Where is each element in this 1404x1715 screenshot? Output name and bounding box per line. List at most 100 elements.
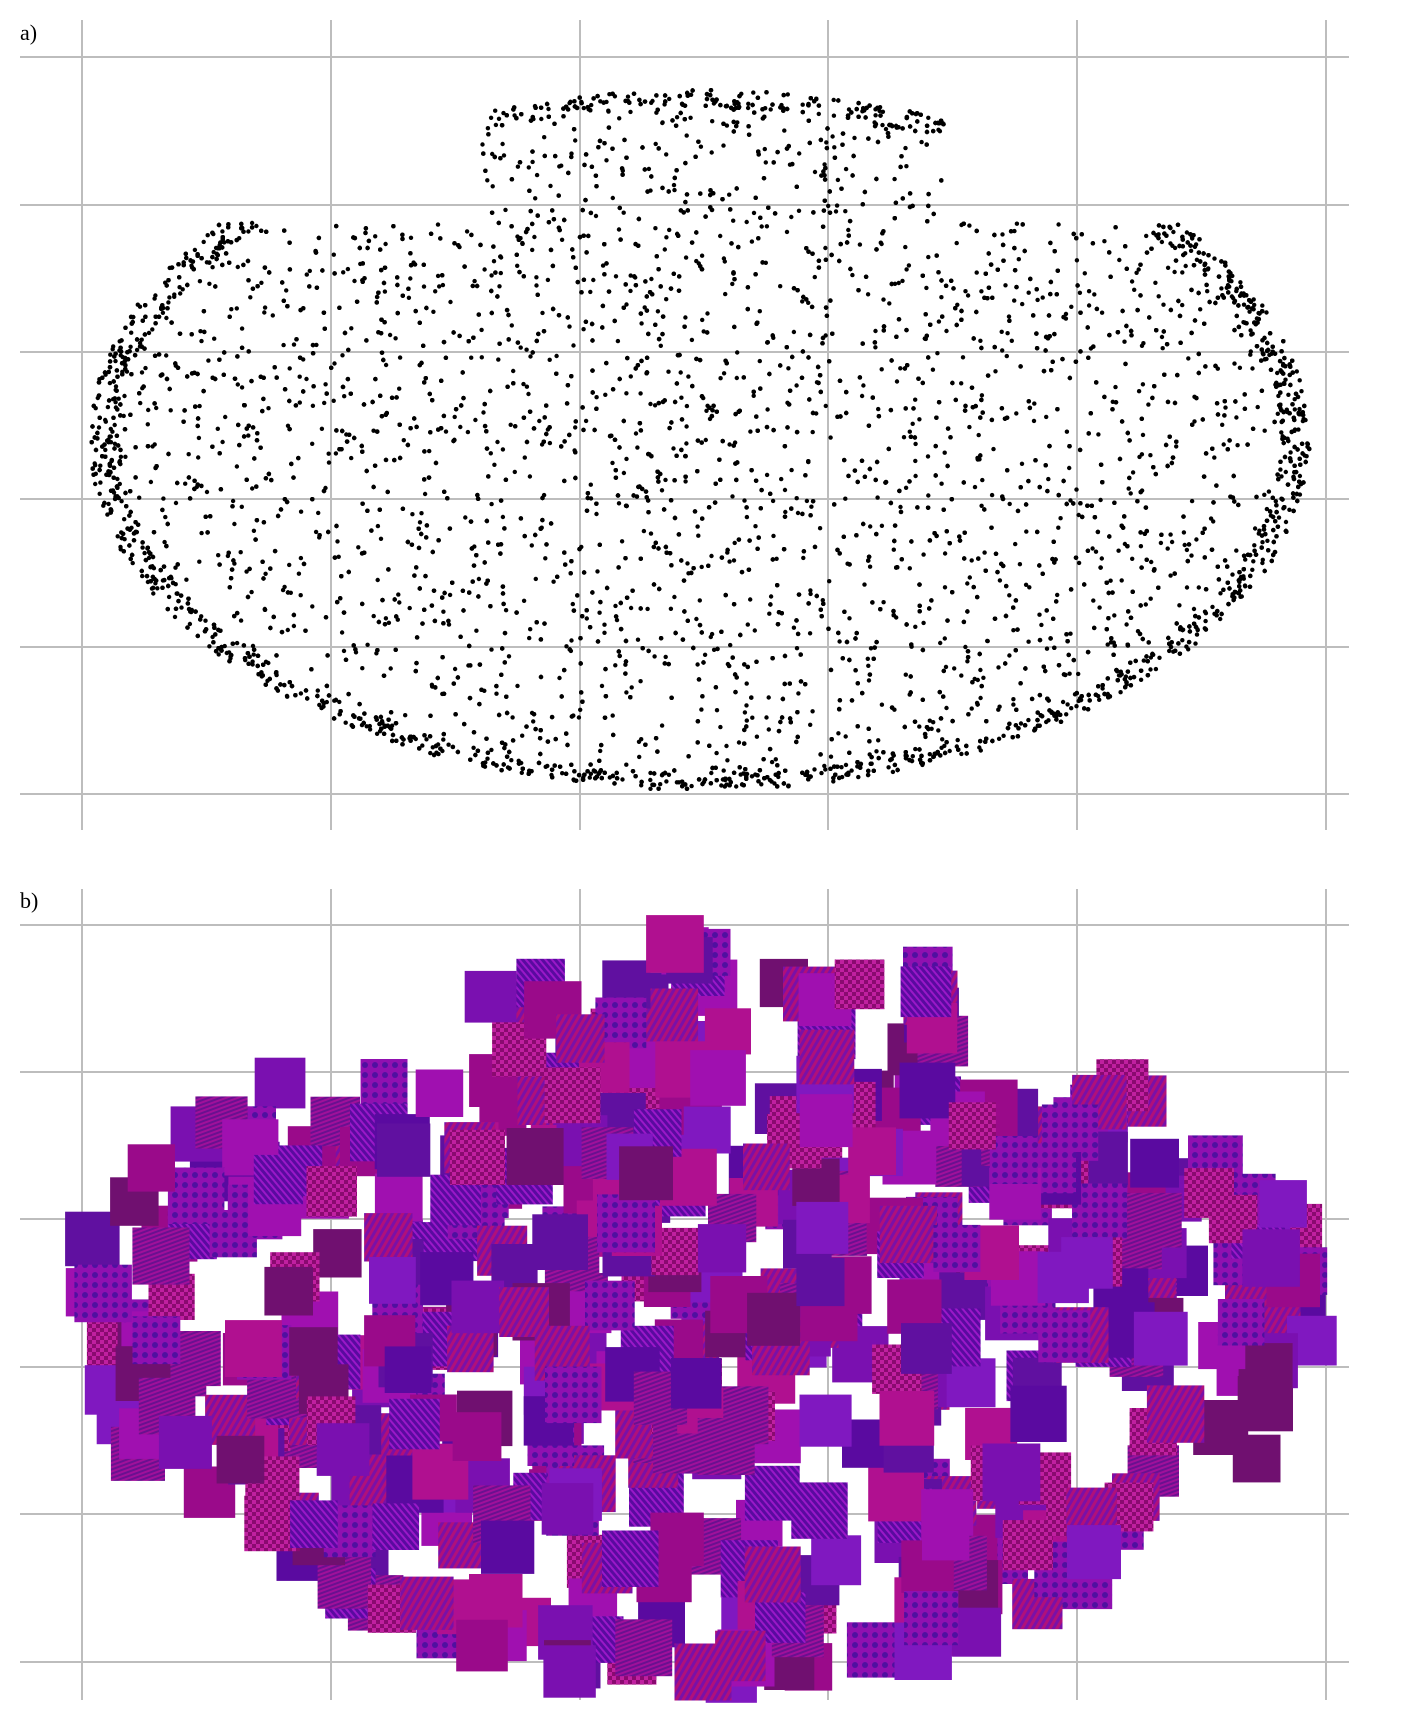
point [645,606,650,612]
point [113,358,118,364]
point [521,598,527,603]
point [488,115,494,121]
point [664,297,669,302]
point [898,366,903,371]
point [969,706,974,711]
point [1024,529,1029,534]
point [1026,639,1031,644]
point [239,385,245,390]
point [576,715,582,720]
point [1148,667,1153,672]
point [763,160,768,165]
point [1219,286,1224,291]
point [936,127,941,132]
point [512,469,517,475]
point [1068,498,1073,503]
point [1063,311,1069,317]
point [744,681,749,686]
point [1238,594,1243,599]
point [333,451,339,456]
point [917,724,922,729]
point [1230,273,1235,279]
point [648,786,653,791]
point [163,514,168,520]
point [139,370,145,375]
point [201,239,206,245]
point [903,672,908,677]
point [960,355,966,360]
point [1141,658,1147,663]
point [146,555,152,561]
point [107,380,113,386]
point [567,324,572,329]
point [1196,585,1202,590]
point [352,278,357,284]
point [1136,267,1141,272]
point [1159,334,1165,340]
point [1144,233,1149,239]
point [969,558,974,563]
point [1168,532,1173,537]
point [598,748,603,754]
point [659,488,665,493]
point [711,647,717,652]
point [262,305,268,310]
point [339,630,345,635]
point [172,614,178,620]
point [340,353,345,358]
point [906,263,912,268]
point [503,608,509,613]
point [140,545,145,550]
point [103,447,108,453]
point [907,429,912,434]
point [235,264,240,270]
point [800,299,805,304]
point [1112,613,1117,618]
point [868,646,874,651]
point [479,355,484,360]
point [744,718,749,723]
point [397,355,403,360]
point [254,223,259,229]
point [249,220,255,226]
point [421,284,427,289]
point [719,783,724,788]
point [472,278,477,284]
point [239,326,245,331]
point [1294,369,1300,374]
point [212,336,217,341]
point [607,92,612,97]
point [910,754,915,759]
point [635,637,641,642]
point [613,274,619,279]
point [515,683,520,689]
point [828,435,833,440]
point [251,652,256,657]
point [373,234,378,239]
point [725,758,730,763]
point [374,731,380,736]
point [808,588,813,593]
point [921,552,926,557]
point [684,133,689,138]
point [152,296,157,301]
point [588,771,594,776]
point [112,422,117,428]
point [408,235,414,240]
point [600,263,606,268]
point [832,145,837,150]
point [337,699,342,705]
point [816,111,821,117]
point [326,451,331,456]
point [827,579,832,584]
point [1099,556,1105,561]
point [886,765,891,770]
point [531,719,536,724]
point [702,652,708,657]
point [1149,559,1154,565]
point [766,727,771,732]
point [1153,666,1159,672]
point [1260,557,1266,562]
point [1184,644,1189,649]
point [349,455,354,461]
